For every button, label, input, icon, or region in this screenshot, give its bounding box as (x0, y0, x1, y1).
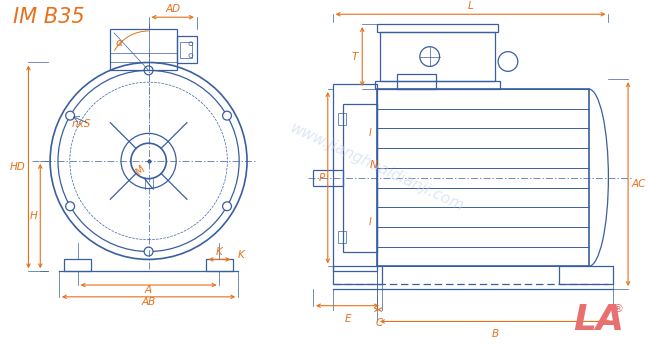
Bar (396, 74, 436, 89)
Text: H: H (29, 211, 37, 221)
Text: I: I (369, 217, 372, 227)
Bar (64, 259, 92, 271)
Text: nxS: nxS (72, 119, 91, 128)
Text: M: M (135, 163, 148, 177)
Text: B: B (491, 329, 499, 339)
Circle shape (222, 202, 231, 211)
Bar (333, 84, 377, 271)
Bar (111, 29, 177, 70)
Bar (333, 266, 382, 284)
Text: N: N (370, 160, 378, 170)
Bar (177, 36, 197, 63)
Text: ®: ® (613, 304, 624, 314)
Text: C: C (376, 317, 383, 328)
Circle shape (144, 247, 153, 256)
Bar (313, 170, 343, 186)
Bar (205, 259, 233, 271)
Text: AD: AD (165, 4, 180, 14)
Bar (380, 32, 495, 81)
Bar (375, 81, 500, 89)
Text: A: A (145, 285, 152, 295)
Text: K: K (216, 247, 223, 258)
Text: E: E (344, 314, 351, 323)
Circle shape (66, 111, 75, 120)
Circle shape (222, 111, 231, 120)
Text: α: α (115, 38, 123, 48)
Text: HD: HD (10, 162, 25, 172)
Bar (337, 113, 346, 125)
Text: www.jianghuaidianji.com: www.jianghuaidianji.com (288, 121, 467, 215)
Text: AC: AC (632, 179, 646, 189)
Bar (337, 231, 346, 243)
Text: K: K (238, 251, 245, 260)
Circle shape (66, 202, 75, 211)
Text: LA: LA (573, 303, 624, 337)
Bar (377, 24, 498, 32)
Bar (343, 104, 377, 252)
Bar (180, 42, 192, 57)
Text: IM B35: IM B35 (13, 7, 84, 27)
Bar (559, 266, 614, 284)
Text: I: I (369, 128, 372, 138)
Bar (377, 89, 589, 266)
Text: AB: AB (142, 297, 156, 307)
Text: P: P (318, 173, 325, 183)
Circle shape (144, 66, 153, 75)
Text: L: L (468, 1, 473, 11)
Text: T: T (352, 51, 358, 62)
